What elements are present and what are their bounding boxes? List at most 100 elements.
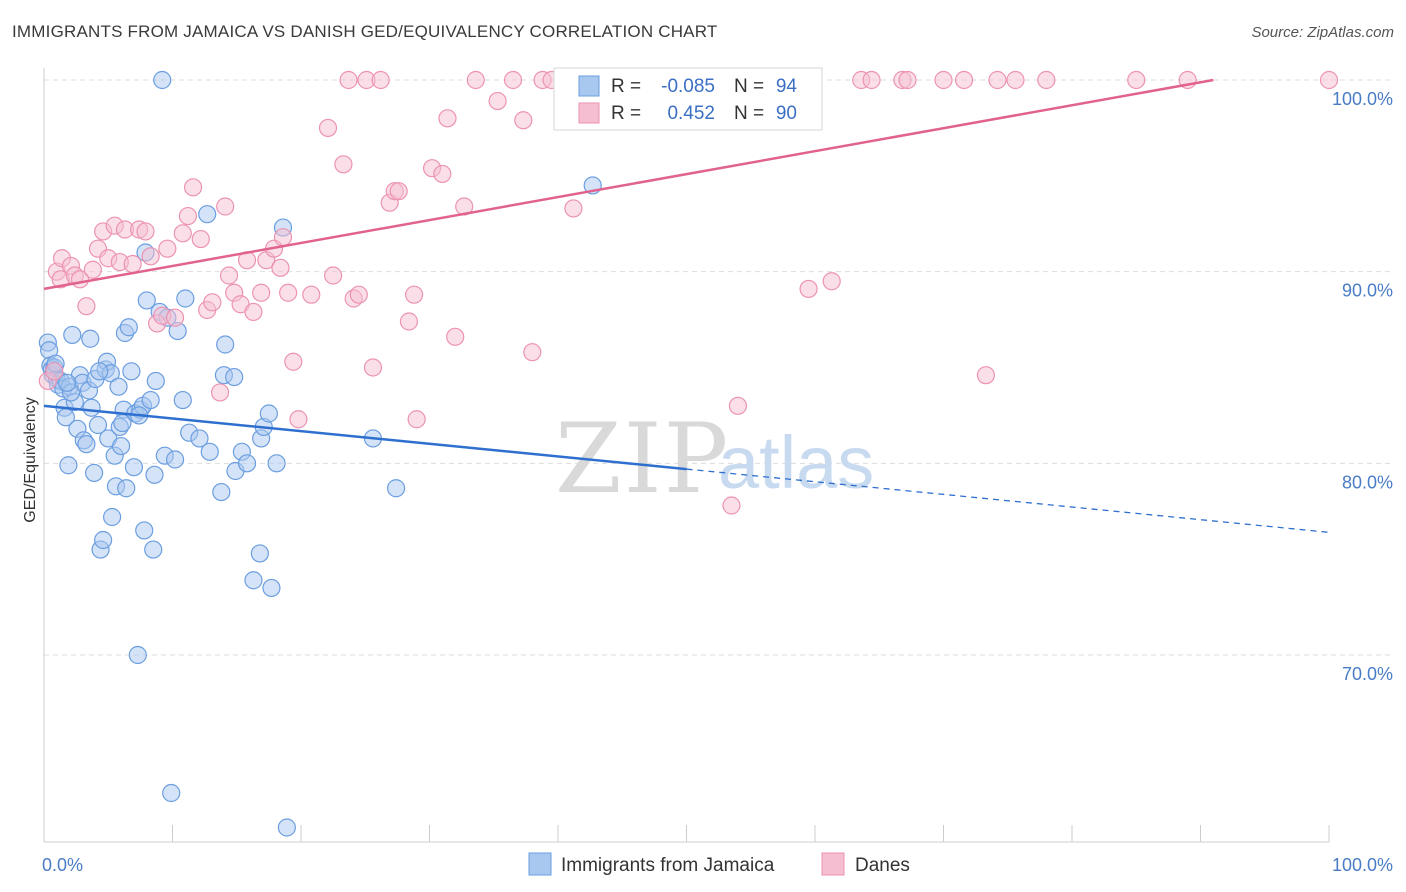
point-blue-66 <box>190 429 209 448</box>
point-pink-45 <box>302 285 321 304</box>
point-blue-64 <box>176 289 195 308</box>
legend-swatch-blue <box>578 75 600 97</box>
y-tick-labels: 70.0% 80.0% 90.0% 100.0% <box>1332 89 1393 684</box>
point-pink-43 <box>284 352 303 371</box>
point-pink-87 <box>954 70 974 90</box>
y-tick-label-2: 90.0% <box>1342 281 1393 301</box>
point-pink-49 <box>339 70 358 90</box>
point-pink-26 <box>183 178 203 197</box>
point-blue-41 <box>117 479 136 498</box>
point-pink-93 <box>1319 70 1339 90</box>
point-blue-44 <box>124 458 144 477</box>
point-blue-81 <box>262 578 281 598</box>
point-pink-36 <box>244 302 263 322</box>
point-pink-68 <box>503 70 523 90</box>
point-pink-63 <box>438 109 457 128</box>
point-pink-18 <box>136 222 155 241</box>
y-tick-label-1: 80.0% <box>1342 472 1393 492</box>
point-blue-90 <box>113 413 132 433</box>
point-pink-86 <box>934 70 953 90</box>
point-pink-44 <box>289 410 308 429</box>
point-blue-68 <box>200 442 219 461</box>
point-pink-37 <box>252 283 271 302</box>
point-pink-25 <box>178 206 198 226</box>
point-pink-58 <box>399 312 419 331</box>
point-pink-23 <box>165 308 185 327</box>
point-pink-32 <box>219 266 239 285</box>
watermark-atlas: atlas <box>718 421 874 504</box>
point-pink-98 <box>976 366 996 385</box>
grid-lines <box>44 79 1394 656</box>
point-pink-27 <box>191 229 210 249</box>
point-pink-22 <box>158 239 177 258</box>
point-pink-85 <box>898 70 917 90</box>
x-tick-label-0: 0.0% <box>42 855 83 875</box>
point-pink-29 <box>203 293 222 312</box>
legend-r-value-blue: -0.085 <box>661 76 715 97</box>
point-pink-40 <box>271 258 290 277</box>
point-blue-75 <box>237 454 257 473</box>
point-pink-41 <box>273 228 293 247</box>
point-pink-97 <box>722 496 741 515</box>
point-pink-42 <box>279 283 298 302</box>
point-pink-51 <box>349 285 368 304</box>
point-pink-30 <box>210 383 230 402</box>
point-blue-24 <box>85 463 104 483</box>
point-pink-9 <box>83 260 102 279</box>
trend-line-blue <box>43 404 687 471</box>
point-blue-38 <box>111 436 131 456</box>
point-blue-20 <box>77 435 96 454</box>
chart-title: IMMIGRANTS FROM JAMAICA VS DANISH GED/EQ… <box>12 22 718 41</box>
point-pink-90 <box>1037 70 1056 90</box>
bottom-legend-swatch-pink <box>821 852 845 876</box>
y-tick-label-3: 100.0% <box>1332 89 1393 109</box>
point-blue-23 <box>82 398 101 417</box>
point-blue-42 <box>119 318 138 337</box>
point-pink-60 <box>407 410 426 429</box>
point-blue-76 <box>244 571 263 590</box>
point-blue-53 <box>144 540 163 559</box>
point-blue-46 <box>128 645 147 665</box>
x-tick-label-1: 100.0% <box>1332 855 1393 875</box>
point-pink-46 <box>318 118 338 138</box>
x-tick-labels: 0.0% 100.0% <box>42 855 1393 875</box>
point-pink-95 <box>822 272 841 291</box>
point-blue-71 <box>216 335 235 354</box>
point-pink-31 <box>216 197 235 216</box>
point-blue-33 <box>103 507 122 527</box>
point-pink-47 <box>324 266 343 285</box>
point-pink-24 <box>173 224 192 243</box>
point-blue-82 <box>267 454 286 473</box>
point-blue-63 <box>173 390 192 410</box>
point-pink-62 <box>433 164 452 184</box>
legend-n-label-pink: N = <box>734 103 764 124</box>
bottom-legend-swatch-blue <box>528 852 552 876</box>
point-pink-16 <box>123 254 142 274</box>
point-pink-48 <box>334 155 353 174</box>
point-pink-59 <box>404 285 424 304</box>
point-pink-94 <box>799 279 818 299</box>
point-pink-83 <box>862 70 881 90</box>
legend-r-label-blue: R = <box>611 76 641 97</box>
point-pink-8 <box>77 297 96 316</box>
point-pink-70 <box>523 343 542 362</box>
point-pink-66 <box>466 70 485 90</box>
point-blue-50 <box>137 291 156 310</box>
point-blue-26 <box>88 415 108 435</box>
watermark: ZIP atlas <box>555 403 874 515</box>
point-blue-86 <box>386 479 406 498</box>
point-blue-72 <box>225 367 244 387</box>
point-pink-57 <box>389 182 408 201</box>
trend-line-pink <box>43 78 1214 291</box>
point-pink-91 <box>1127 70 1146 90</box>
point-pink-19 <box>141 247 160 266</box>
point-pink-54 <box>371 70 390 90</box>
point-pink-53 <box>363 358 383 377</box>
point-blue-14 <box>63 325 82 345</box>
point-pink-88 <box>988 70 1007 90</box>
point-blue-43 <box>122 362 141 381</box>
point-blue-77 <box>250 544 269 563</box>
point-blue-55 <box>146 371 165 391</box>
point-blue-84 <box>277 818 296 837</box>
